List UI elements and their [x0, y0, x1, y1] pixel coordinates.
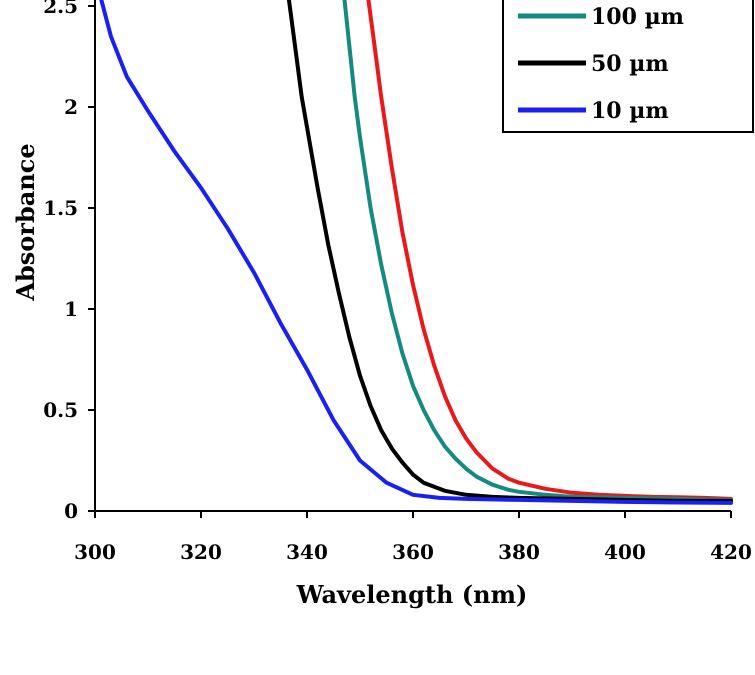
x-tick-label: 340	[286, 540, 328, 564]
y-tick-label: 0	[64, 499, 78, 523]
y-tick-label: 1	[64, 297, 78, 321]
x-tick-label: 360	[392, 540, 434, 564]
y-tick-label: 0.5	[43, 398, 78, 422]
legend: 100 µm 50 µm 10 µm	[502, 0, 754, 133]
axes: 300 320 340 360 380 400 420 0 0.5 1 1.5 2 2.5	[43, 0, 752, 564]
legend-label: 10 µm	[591, 98, 669, 124]
x-tick-label: 380	[498, 540, 540, 564]
legend-label: 50 µm	[591, 51, 669, 77]
series-layer	[99, 0, 733, 505]
series-line-1	[342, 0, 733, 502]
y-tick-label: 2.5	[43, 0, 78, 18]
legend-label: 100 µm	[591, 4, 684, 30]
y-tick-label: 1.5	[43, 196, 78, 220]
x-axis-title: Wavelength (nm)	[296, 580, 528, 609]
series-line-3	[99, 0, 733, 505]
y-tick-label: 2	[64, 95, 78, 119]
x-tick-label: 420	[710, 540, 752, 564]
x-tick-label: 320	[180, 540, 222, 564]
x-tick-label: 400	[604, 540, 646, 564]
y-axis-title: Absorbance	[11, 143, 40, 301]
x-tick-label: 300	[74, 540, 116, 564]
